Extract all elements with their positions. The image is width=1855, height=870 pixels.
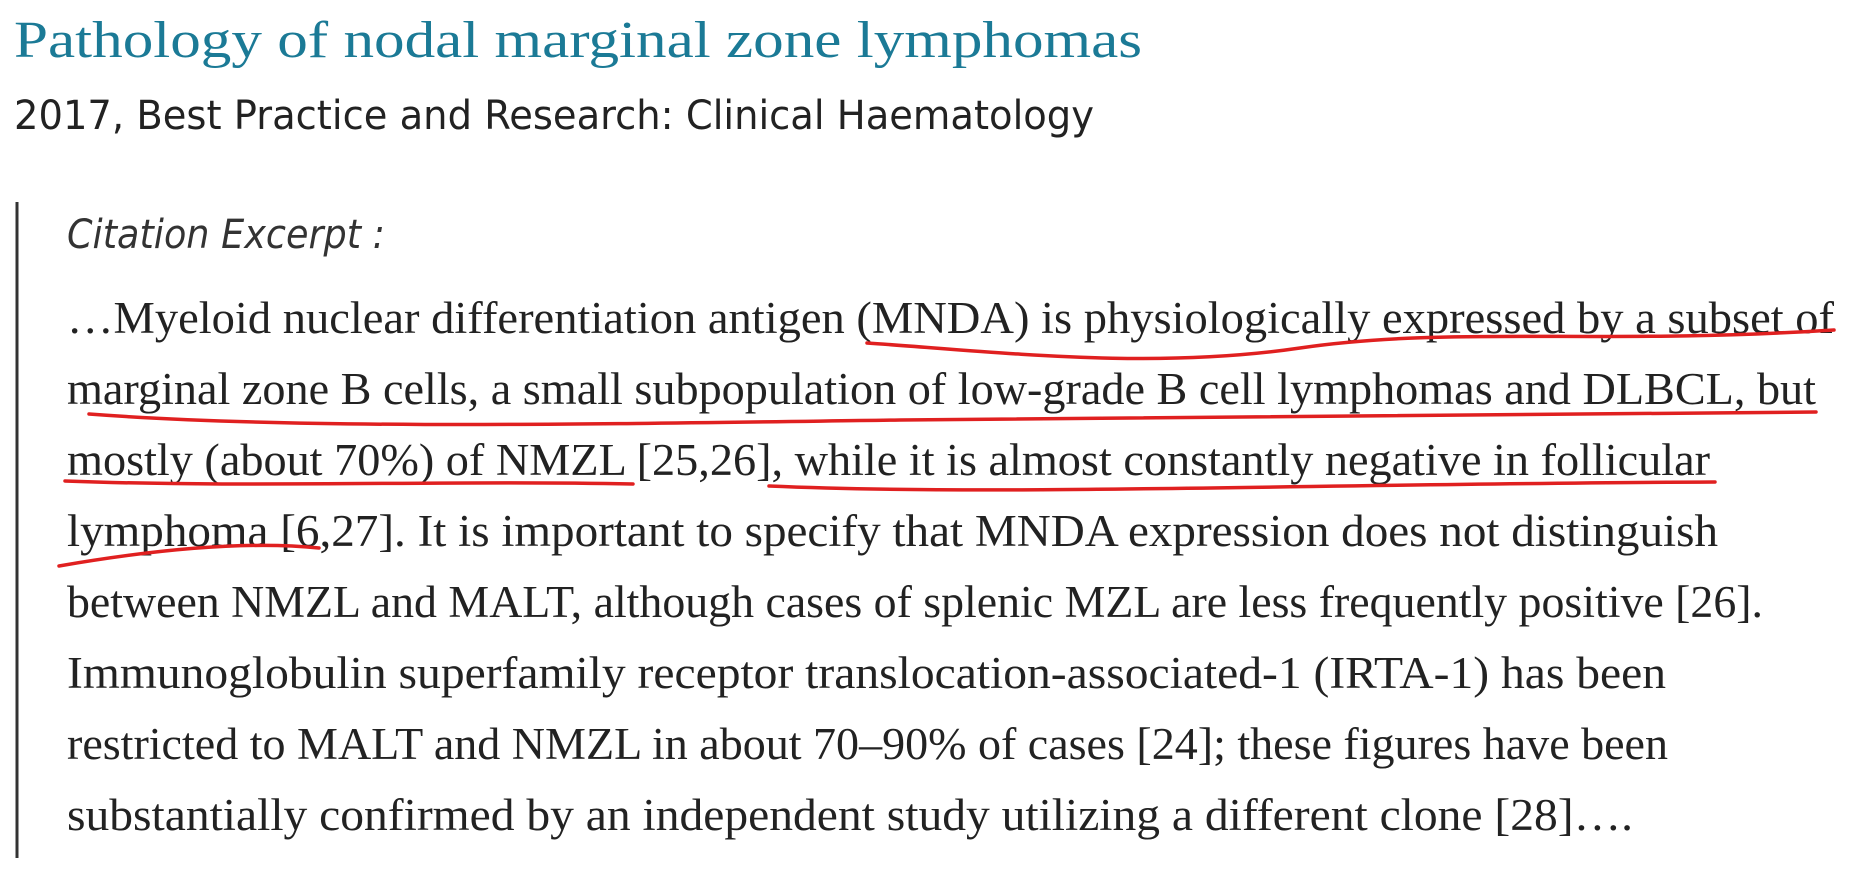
underline: [865, 328, 1836, 361]
handwritten-underlines: [57, 328, 1836, 568]
excerpt-line: Immunoglobulin superfamily receptor tran…: [67, 648, 1666, 698]
excerpt-line: between NMZL and MALT, although cases of…: [67, 577, 1763, 627]
article-title[interactable]: Pathology of nodal marginal zone lymphom…: [14, 12, 1142, 69]
article-source: 2017, Best Practice and Research: Clinic…: [14, 93, 1094, 139]
underline: [57, 543, 321, 568]
excerpt-line: marginal zone B cells, a small subpopula…: [67, 364, 1816, 414]
excerpt-line: mostly (about 70%) of NMZL [25,26], whil…: [67, 435, 1710, 485]
underline: [87, 410, 1818, 427]
excerpt-line: lymphoma [6,27]. It is important to spec…: [67, 506, 1718, 556]
excerpt-line: restricted to MALT and NMZL in about 70–…: [67, 719, 1668, 769]
excerpt-label: Citation Excerpt :: [67, 212, 385, 258]
excerpt-line: substantially confirmed by an independen…: [67, 790, 1633, 840]
excerpt-text: …Myeloid nuclear differentiation antigen…: [67, 293, 1834, 840]
underline: [767, 480, 1717, 492]
underline: [63, 479, 635, 486]
